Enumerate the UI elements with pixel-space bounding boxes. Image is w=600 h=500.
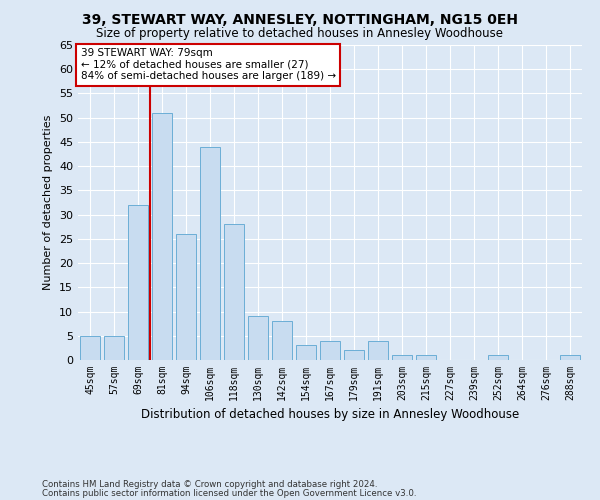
Bar — [344, 350, 364, 360]
Y-axis label: Number of detached properties: Number of detached properties — [43, 115, 53, 290]
Bar — [416, 355, 436, 360]
Bar — [296, 346, 316, 360]
X-axis label: Distribution of detached houses by size in Annesley Woodhouse: Distribution of detached houses by size … — [141, 408, 519, 422]
Bar — [224, 224, 244, 360]
Bar — [488, 355, 508, 360]
Text: Contains public sector information licensed under the Open Government Licence v3: Contains public sector information licen… — [42, 490, 416, 498]
Bar — [152, 113, 172, 360]
Text: Contains HM Land Registry data © Crown copyright and database right 2024.: Contains HM Land Registry data © Crown c… — [42, 480, 377, 489]
Bar — [560, 355, 580, 360]
Text: 39, STEWART WAY, ANNESLEY, NOTTINGHAM, NG15 0EH: 39, STEWART WAY, ANNESLEY, NOTTINGHAM, N… — [82, 12, 518, 26]
Bar — [128, 205, 148, 360]
Bar — [392, 355, 412, 360]
Bar — [80, 336, 100, 360]
Text: Size of property relative to detached houses in Annesley Woodhouse: Size of property relative to detached ho… — [97, 28, 503, 40]
Bar — [272, 321, 292, 360]
Text: 39 STEWART WAY: 79sqm
← 12% of detached houses are smaller (27)
84% of semi-deta: 39 STEWART WAY: 79sqm ← 12% of detached … — [80, 48, 335, 82]
Bar — [368, 340, 388, 360]
Bar — [320, 340, 340, 360]
Bar — [200, 147, 220, 360]
Bar — [176, 234, 196, 360]
Bar — [104, 336, 124, 360]
Bar — [248, 316, 268, 360]
